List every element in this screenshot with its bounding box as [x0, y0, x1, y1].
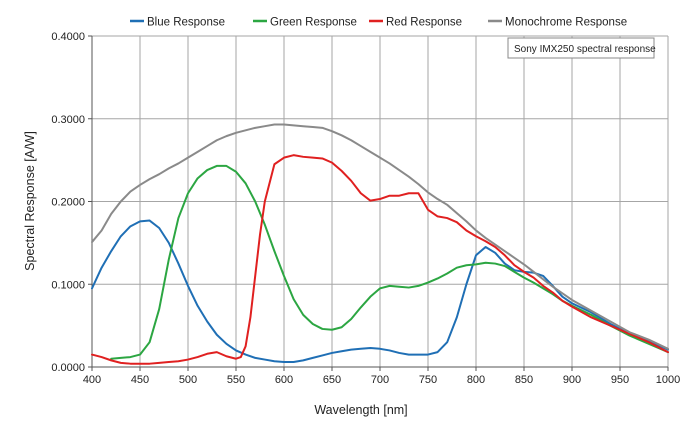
x-tick-label: 900 [563, 374, 581, 386]
x-tick-label: 600 [275, 374, 293, 386]
axes: 400 450 500 550 600 650 700 750 800 850 900 950 1000… [51, 31, 680, 386]
grid [91, 35, 669, 368]
annotation-text: Sony IMX250 spectral response [514, 44, 656, 55]
x-tick-label: 650 [323, 374, 341, 386]
series-line-red-response [91, 154, 669, 365]
x-tick-label: 1000 [656, 374, 680, 386]
series-line-monochrome-response [91, 123, 669, 350]
legend-label-red-response: Red Response [386, 17, 462, 29]
x-tick-label: 550 [227, 374, 245, 386]
x-axis-label: Wavelength [nm] [314, 403, 407, 417]
y-tick-label: 0.0000 [51, 362, 85, 374]
legend-label-blue-response: Blue Response [147, 17, 225, 29]
x-tick-label: 850 [515, 374, 533, 386]
x-tick-label: 800 [467, 374, 485, 386]
x-tick-label: 450 [131, 374, 149, 386]
legend: Blue Response Green Response Red Response M… [130, 17, 627, 29]
x-tick-label: 950 [611, 374, 629, 386]
legend-label-green-response: Green Response [270, 17, 357, 29]
x-tick-label: 500 [179, 374, 197, 386]
x-tick-label: 700 [371, 374, 389, 386]
legend-label-monochrome-response: Monochrome Response [505, 17, 627, 29]
y-tick-label: 0.2000 [51, 197, 85, 209]
series-lines [91, 123, 669, 365]
y-tick-label: 0.4000 [51, 31, 85, 43]
annotation: Sony IMX250 spectral response [507, 37, 656, 59]
series-line-blue-response [91, 219, 669, 364]
x-tick-label: 400 [83, 374, 101, 386]
series-line-green-response [110, 164, 669, 360]
annotation-box [507, 37, 655, 59]
y-tick-label: 0.1000 [51, 279, 85, 291]
y-tick-label: 0.3000 [51, 114, 85, 126]
y-axis-label: Spectral Response [A/W] [23, 131, 37, 271]
x-tick-label: 750 [419, 374, 437, 386]
